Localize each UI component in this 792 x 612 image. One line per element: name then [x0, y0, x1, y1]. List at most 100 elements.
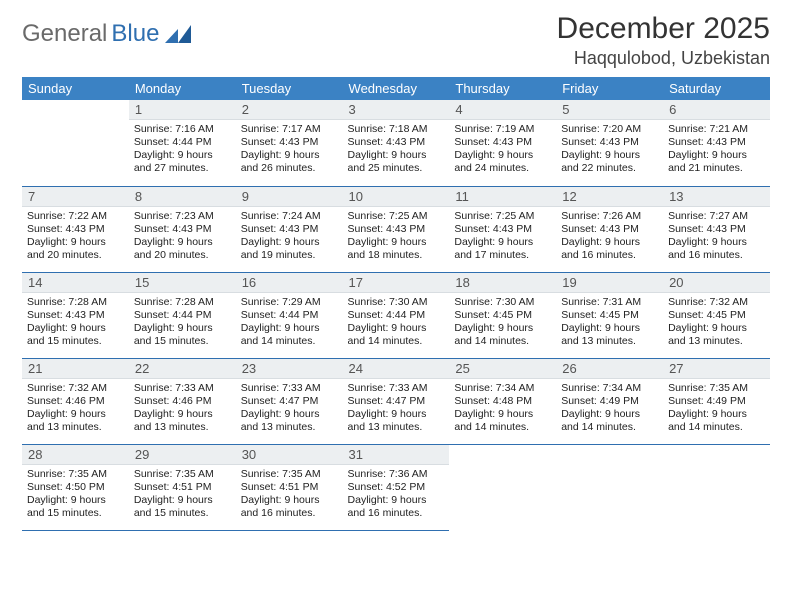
calendar-row: 28Sunrise: 7:35 AMSunset: 4:50 PMDayligh…	[22, 444, 770, 530]
sunrise-text: Sunrise: 7:21 AM	[668, 123, 765, 136]
daylight-line2: and 26 minutes.	[241, 162, 338, 175]
calendar-cell: 1Sunrise: 7:16 AMSunset: 4:44 PMDaylight…	[129, 100, 236, 186]
daylight-line2: and 13 minutes.	[134, 421, 231, 434]
daylight-line2: and 14 minutes.	[668, 421, 765, 434]
daylight-line2: and 13 minutes.	[27, 421, 124, 434]
calendar-row: 21Sunrise: 7:32 AMSunset: 4:46 PMDayligh…	[22, 358, 770, 444]
sunrise-text: Sunrise: 7:33 AM	[134, 382, 231, 395]
sunrise-text: Sunrise: 7:30 AM	[348, 296, 445, 309]
day-number: 17	[343, 273, 450, 293]
calendar-cell: 8Sunrise: 7:23 AMSunset: 4:43 PMDaylight…	[129, 186, 236, 272]
daylight-line2: and 24 minutes.	[454, 162, 551, 175]
calendar-cell: 15Sunrise: 7:28 AMSunset: 4:44 PMDayligh…	[129, 272, 236, 358]
daylight-line1: Daylight: 9 hours	[668, 322, 765, 335]
sunset-text: Sunset: 4:45 PM	[561, 309, 658, 322]
day-body: Sunrise: 7:21 AMSunset: 4:43 PMDaylight:…	[663, 120, 770, 180]
day-body: Sunrise: 7:35 AMSunset: 4:51 PMDaylight:…	[236, 465, 343, 525]
header: GeneralBlue December 2025 Haqqulobod, Uz…	[22, 12, 770, 69]
sunset-text: Sunset: 4:49 PM	[561, 395, 658, 408]
sunset-text: Sunset: 4:50 PM	[27, 481, 124, 494]
daylight-line1: Daylight: 9 hours	[348, 236, 445, 249]
calendar-cell: 4Sunrise: 7:19 AMSunset: 4:43 PMDaylight…	[449, 100, 556, 186]
daylight-line2: and 16 minutes.	[668, 249, 765, 262]
calendar-cell: 28Sunrise: 7:35 AMSunset: 4:50 PMDayligh…	[22, 444, 129, 530]
daylight-line1: Daylight: 9 hours	[454, 149, 551, 162]
calendar-row: 14Sunrise: 7:28 AMSunset: 4:43 PMDayligh…	[22, 272, 770, 358]
calendar-cell: 11Sunrise: 7:25 AMSunset: 4:43 PMDayligh…	[449, 186, 556, 272]
sunrise-text: Sunrise: 7:30 AM	[454, 296, 551, 309]
calendar-cell: 5Sunrise: 7:20 AMSunset: 4:43 PMDaylight…	[556, 100, 663, 186]
day-body: Sunrise: 7:35 AMSunset: 4:50 PMDaylight:…	[22, 465, 129, 525]
sunrise-text: Sunrise: 7:19 AM	[454, 123, 551, 136]
sunrise-text: Sunrise: 7:26 AM	[561, 210, 658, 223]
daylight-line1: Daylight: 9 hours	[348, 322, 445, 335]
day-body: Sunrise: 7:25 AMSunset: 4:43 PMDaylight:…	[343, 207, 450, 267]
calendar-cell: 18Sunrise: 7:30 AMSunset: 4:45 PMDayligh…	[449, 272, 556, 358]
daylight-line1: Daylight: 9 hours	[134, 236, 231, 249]
daylight-line2: and 19 minutes.	[241, 249, 338, 262]
sunset-text: Sunset: 4:43 PM	[668, 223, 765, 236]
sunrise-text: Sunrise: 7:32 AM	[668, 296, 765, 309]
sunset-text: Sunset: 4:51 PM	[134, 481, 231, 494]
daylight-line2: and 13 minutes.	[241, 421, 338, 434]
day-body: Sunrise: 7:35 AMSunset: 4:51 PMDaylight:…	[129, 465, 236, 525]
day-number: 19	[556, 273, 663, 293]
day-number: 10	[343, 187, 450, 207]
weekday-header: Monday	[129, 77, 236, 100]
sunrise-text: Sunrise: 7:22 AM	[27, 210, 124, 223]
brand-part2: Blue	[111, 20, 159, 48]
day-number: 24	[343, 359, 450, 379]
calendar-cell: ..	[449, 444, 556, 530]
calendar-cell: 14Sunrise: 7:28 AMSunset: 4:43 PMDayligh…	[22, 272, 129, 358]
sunset-text: Sunset: 4:43 PM	[27, 223, 124, 236]
sunset-text: Sunset: 4:48 PM	[454, 395, 551, 408]
sunset-text: Sunset: 4:43 PM	[241, 223, 338, 236]
sunset-text: Sunset: 4:47 PM	[348, 395, 445, 408]
day-body: Sunrise: 7:35 AMSunset: 4:49 PMDaylight:…	[663, 379, 770, 439]
weekday-header: Tuesday	[236, 77, 343, 100]
logo-mark-icon	[165, 25, 191, 43]
sunrise-text: Sunrise: 7:18 AM	[348, 123, 445, 136]
daylight-line1: Daylight: 9 hours	[348, 494, 445, 507]
day-number: 26	[556, 359, 663, 379]
calendar-cell: ..	[663, 444, 770, 530]
day-number: 9	[236, 187, 343, 207]
calendar-cell: 24Sunrise: 7:33 AMSunset: 4:47 PMDayligh…	[343, 358, 450, 444]
weekday-header-row: Sunday Monday Tuesday Wednesday Thursday…	[22, 77, 770, 100]
sunset-text: Sunset: 4:44 PM	[134, 309, 231, 322]
sunrise-text: Sunrise: 7:24 AM	[241, 210, 338, 223]
sunset-text: Sunset: 4:43 PM	[668, 136, 765, 149]
day-number: 18	[449, 273, 556, 293]
day-number: 27	[663, 359, 770, 379]
calendar-cell: 20Sunrise: 7:32 AMSunset: 4:45 PMDayligh…	[663, 272, 770, 358]
sunset-text: Sunset: 4:43 PM	[27, 309, 124, 322]
day-body: Sunrise: 7:28 AMSunset: 4:44 PMDaylight:…	[129, 293, 236, 353]
sunset-text: Sunset: 4:43 PM	[241, 136, 338, 149]
sunrise-text: Sunrise: 7:36 AM	[348, 468, 445, 481]
calendar-cell: 7Sunrise: 7:22 AMSunset: 4:43 PMDaylight…	[22, 186, 129, 272]
calendar-cell: 19Sunrise: 7:31 AMSunset: 4:45 PMDayligh…	[556, 272, 663, 358]
sunrise-text: Sunrise: 7:25 AM	[348, 210, 445, 223]
daylight-line1: Daylight: 9 hours	[241, 322, 338, 335]
day-number: 30	[236, 445, 343, 465]
day-number: 1	[129, 100, 236, 120]
weekday-header: Wednesday	[343, 77, 450, 100]
brand-part1: General	[22, 20, 107, 48]
sunrise-text: Sunrise: 7:35 AM	[134, 468, 231, 481]
daylight-line1: Daylight: 9 hours	[241, 494, 338, 507]
daylight-line2: and 14 minutes.	[348, 335, 445, 348]
day-number: 13	[663, 187, 770, 207]
calendar-cell: 16Sunrise: 7:29 AMSunset: 4:44 PMDayligh…	[236, 272, 343, 358]
calendar-row: 7Sunrise: 7:22 AMSunset: 4:43 PMDaylight…	[22, 186, 770, 272]
sunset-text: Sunset: 4:46 PM	[134, 395, 231, 408]
calendar-cell: 27Sunrise: 7:35 AMSunset: 4:49 PMDayligh…	[663, 358, 770, 444]
day-number: 6	[663, 100, 770, 120]
calendar-cell: 3Sunrise: 7:18 AMSunset: 4:43 PMDaylight…	[343, 100, 450, 186]
day-body: Sunrise: 7:23 AMSunset: 4:43 PMDaylight:…	[129, 207, 236, 267]
sunset-text: Sunset: 4:46 PM	[27, 395, 124, 408]
daylight-line1: Daylight: 9 hours	[561, 408, 658, 421]
day-number: 11	[449, 187, 556, 207]
title-block: December 2025 Haqqulobod, Uzbekistan	[557, 12, 770, 69]
daylight-line2: and 21 minutes.	[668, 162, 765, 175]
day-number: 29	[129, 445, 236, 465]
